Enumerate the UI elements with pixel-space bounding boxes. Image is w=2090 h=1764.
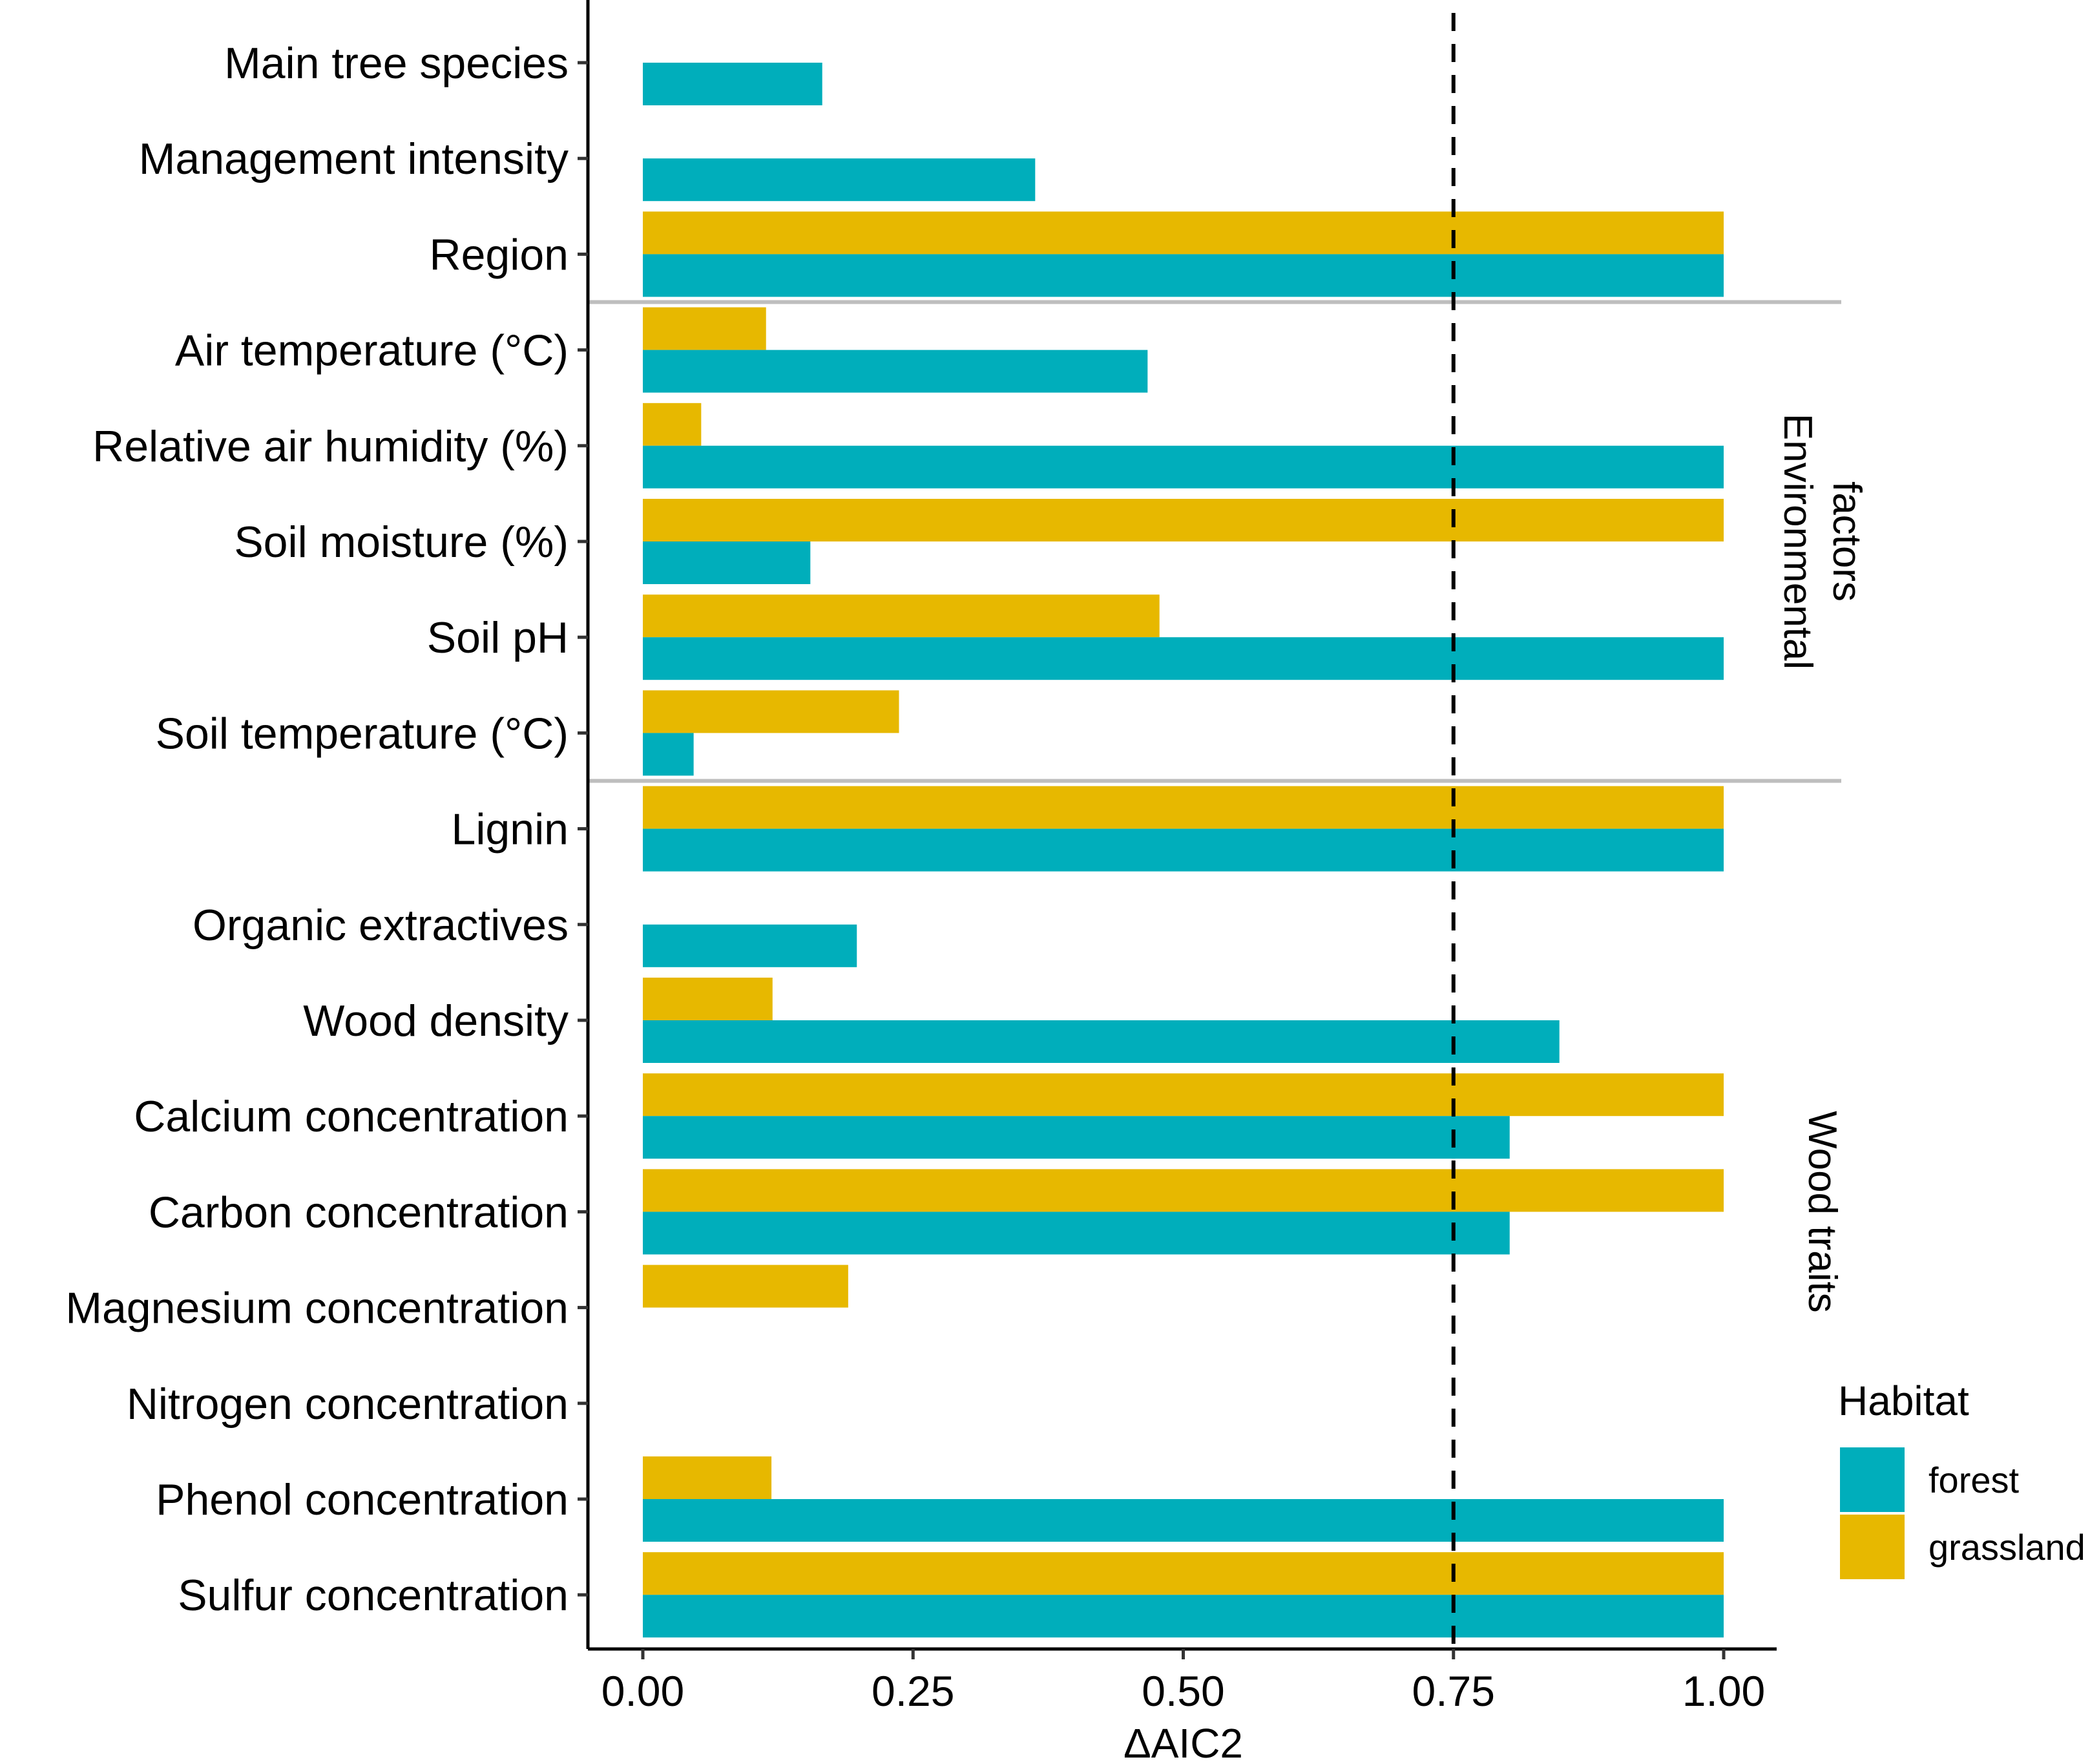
bar-forest-main-tree-species [643,63,822,105]
group-label-environmental-factors: Environmental factors [1775,414,1869,669]
bar-grassland-air-temperature-c [643,307,766,350]
bar-grassland-wood-density [643,978,773,1020]
y-tick-label-phenol-concentration: Phenol concentration [156,1475,569,1524]
bar-forest-carbon-concentration [643,1212,1510,1255]
y-tick-label-lignin: Lignin [452,805,569,854]
group-label-wood-traits: Wood traits [1800,1111,1844,1312]
bar-grassland-soil-temperature-c [643,690,899,733]
group-label-line: Environmental [1775,414,1820,669]
group-separators [588,300,1841,783]
y-tick-label-wood-density: Wood density [303,996,569,1045]
bar-forest-relative-air-humidity [643,445,1724,488]
bar-forest-organic-extractives [643,924,857,967]
legend-swatch-grassland [1840,1515,1905,1579]
group-labels: Environmental factors Wood traits [1775,414,1869,1313]
y-tick-label-region: Region [430,230,569,279]
y-tick-label-magnesium-concentration: Magnesium concentration [65,1284,569,1333]
x-axis-title: ΔAIC2 [1123,1720,1243,1764]
bar-forest-air-temperature-c [643,350,1148,393]
bar-forest-phenol-concentration [643,1499,1724,1542]
bar-forest-wood-density [643,1020,1560,1063]
y-tick-label-sulfur-concentration: Sulfur concentration [178,1571,569,1620]
y-tick-label-soil-moisture: Soil moisture (%) [234,518,569,567]
y-tick-label-air-temperature-c: Air temperature (°C) [175,326,569,375]
y-tick-label-management-intensity: Management intensity [139,134,569,184]
bar-grassland-lignin [643,786,1724,829]
y-tick-label-calcium-concentration: Calcium concentration [134,1092,569,1141]
bar-grassland-carbon-concentration [643,1169,1724,1212]
legend-title: Habitat [1838,1378,1969,1424]
bars-layer [643,63,1724,1638]
bar-grassland-sulfur-concentration [643,1552,1724,1595]
bar-forest-calcium-concentration [643,1116,1510,1159]
bar-grassland-phenol-concentration [643,1456,772,1499]
group-label-line: factors [1824,481,1869,602]
x-axis-ticks: 0.00 0.25 0.50 0.75 1.00 [601,1649,1765,1715]
bar-forest-sulfur-concentration [643,1595,1724,1638]
bar-forest-soil-temperature-c [643,733,694,776]
x-tick-label-2: 0.50 [1142,1667,1224,1715]
bar-forest-region [643,254,1724,297]
x-tick-label-0: 0.00 [601,1667,684,1715]
y-tick-label-main-tree-species: Main tree species [224,39,569,88]
x-tick-label-1: 0.25 [872,1667,954,1715]
legend-label-grassland: grassland [1928,1527,2085,1568]
bar-grassland-magnesium-concentration [643,1265,848,1308]
group-label-line: Wood traits [1800,1111,1844,1312]
bar-forest-lignin [643,828,1724,872]
bar-forest-soil-ph [643,637,1724,680]
y-tick-label-soil-temperature-c: Soil temperature (°C) [156,709,569,758]
bar-grassland-soil-moisture [643,499,1724,541]
bar-grassland-calcium-concentration [643,1073,1724,1117]
y-axis-ticks: Main tree species Management intensity Reg… [65,39,588,1620]
bar-forest-management-intensity [643,158,1036,202]
bar-grassland-soil-ph [643,594,1160,638]
x-tick-label-4: 1.00 [1682,1667,1765,1715]
legend: Habitat forest grassland [1838,1378,2085,1579]
y-tick-label-relative-air-humidity: Relative air humidity (%) [92,422,569,471]
y-tick-label-organic-extractives: Organic extractives [193,901,569,950]
x-tick-label-3: 0.75 [1412,1667,1495,1715]
y-tick-label-soil-ph: Soil pH [427,613,569,662]
y-tick-label-nitrogen-concentration: Nitrogen concentration [127,1380,569,1429]
bar-forest-soil-moisture [643,541,811,584]
legend-label-forest: forest [1928,1460,2019,1500]
bar-grassland-region [643,211,1724,255]
legend-swatch-forest [1840,1447,1905,1512]
bar-grassland-relative-air-humidity [643,403,702,446]
y-tick-label-carbon-concentration: Carbon concentration [149,1188,569,1237]
